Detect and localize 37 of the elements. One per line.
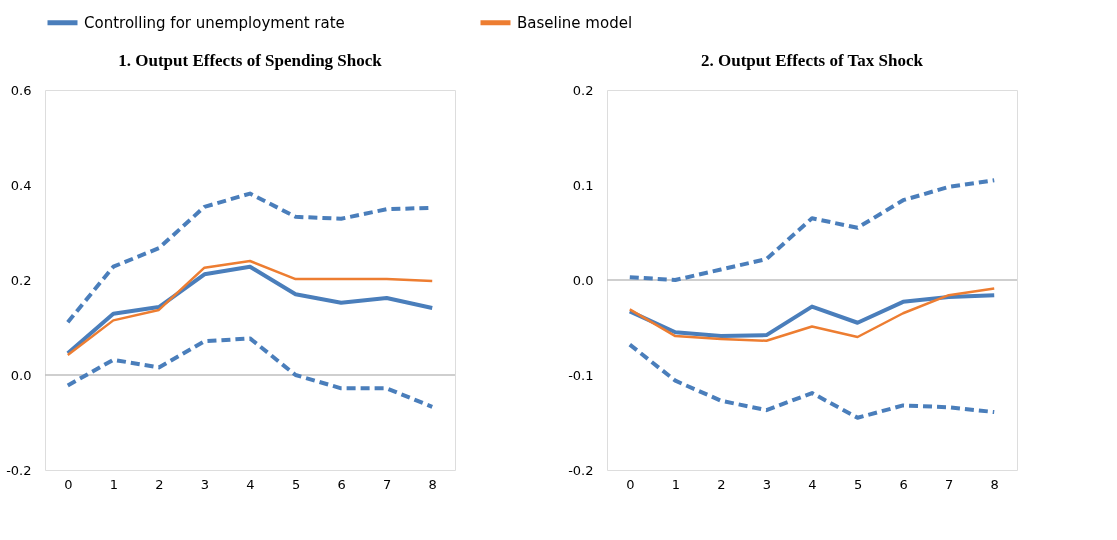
x-tick-label: 2 [155,476,164,492]
x-tick-label: 2 [717,476,726,492]
line-series [65,336,435,409]
y-tick-label: 0.2 [10,272,32,288]
y-tick-label: -0.2 [568,462,594,478]
legend-label: Baseline model [517,13,633,32]
y-tick-label: 0.4 [10,177,32,193]
x-tick-label: 1 [109,476,118,492]
y-tick-label: -0.1 [568,367,594,383]
x-tick-label: 8 [428,476,437,492]
legend-label: Controlling for unemployment rate [84,13,345,32]
x-tick-label: 3 [762,476,772,492]
x-tick-label: 7 [383,476,392,492]
y-tick-label: 0.6 [10,82,32,98]
chart-title: 1. Output Effects of Spending Shock [118,51,383,70]
x-tick-label: 5 [853,476,863,492]
y-tick-label: -0.2 [6,462,32,478]
x-tick-label: 5 [291,476,301,492]
line-series [627,293,997,339]
y-tick-label: 0.0 [10,367,32,383]
line-series [628,287,996,343]
x-tick-label: 3 [200,476,210,492]
x-tick-label: 6 [899,476,908,492]
chart-title: 2. Output Effects of Tax Shock [701,51,924,70]
x-tick-label: 8 [990,476,999,492]
x-tick-label: 4 [246,476,255,492]
x-tick-label: 6 [337,476,346,492]
x-tick-label: 7 [945,476,954,492]
x-tick-label: 0 [626,476,635,492]
line-series [627,178,997,282]
y-tick-label: 0.2 [572,82,594,98]
line-series [627,342,997,420]
x-tick-label: 0 [64,476,73,492]
y-tick-label: 0.0 [572,272,594,288]
y-tick-label: 0.1 [572,177,594,193]
x-tick-label: 1 [671,476,680,492]
x-tick-label: 4 [808,476,817,492]
